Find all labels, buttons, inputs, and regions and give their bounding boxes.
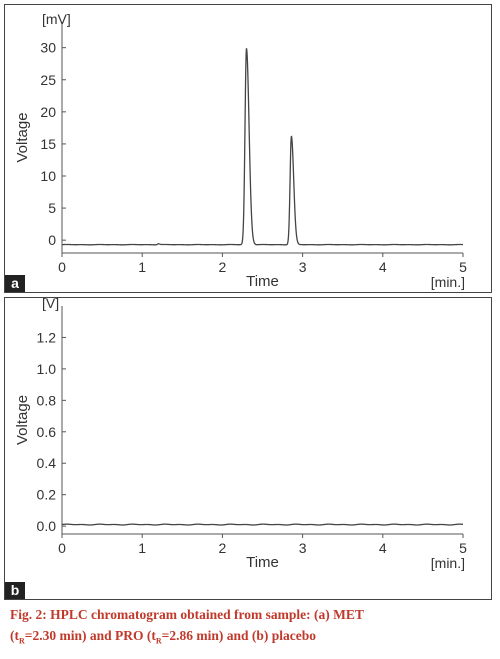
chart-a-x-tick-label: 0 xyxy=(58,259,66,275)
chart-a-y-tick-label: 0 xyxy=(48,232,56,248)
chart-b-y-tick-label: 0.2 xyxy=(37,487,57,503)
caption-text-a: (t xyxy=(10,628,19,643)
panel-label-a: a xyxy=(5,275,25,292)
caption-sub-r1: R xyxy=(19,636,25,646)
chart-b-y-unit-label: [V] xyxy=(42,298,59,311)
chart-a-x-tick-label: 5 xyxy=(459,259,467,275)
chart-b-x-tick-label: 0 xyxy=(58,540,66,556)
chart-b-x-axis-title: Time xyxy=(246,554,279,571)
caption-text-b: =2.30 min) and PRO (t xyxy=(24,628,156,643)
figure-caption: Fig. 2: HPLC chromatogram obtained from … xyxy=(10,604,494,652)
chart-a-svg: 0 5 10 15 20 25 30 0 1 2 3 4 5 [mV] [min.] Time Voltage xyxy=(14,11,467,290)
chart-a-x-tick-label: 1 xyxy=(138,259,146,275)
chart-a-trace-line xyxy=(61,48,464,246)
chromatogram-panel-a: 0 5 10 15 20 25 30 0 1 2 3 4 5 [mV] [min.] Time Voltage … xyxy=(4,4,492,293)
panel-label-b: b xyxy=(5,582,25,599)
chart-a-x-tick-label: 4 xyxy=(379,259,387,275)
chart-a-x-axis-title: Time xyxy=(246,273,279,290)
chart-a-y-unit-label: [mV] xyxy=(42,11,71,27)
chart-b-y-axis-title: Voltage xyxy=(14,395,31,445)
chromatogram-panel-b: 0.0 0.2 0.4 0.6 0.8 1.0 1.2 0 1 2 3 4 5 [V] [min.] Time… xyxy=(4,297,492,600)
chart-b-y-tick-label: 1.2 xyxy=(37,329,57,345)
caption-line-2: (tR=2.30 min) and PRO (tR=2.86 min) and … xyxy=(10,625,494,652)
caption-text-c: =2.86 min) and (b) placebo xyxy=(161,628,316,643)
caption-line-1: Fig. 2: HPLC chromatogram obtained from … xyxy=(10,607,364,622)
chart-b-y-tick-label: 0.0 xyxy=(37,518,57,534)
chart-a-y-axis-title: Voltage xyxy=(14,112,31,162)
chart-a-y-tick-label: 5 xyxy=(48,200,56,216)
chart-b-x-tick-label: 5 xyxy=(459,540,467,556)
chart-b-x-tick-label: 1 xyxy=(138,540,146,556)
chart-a-y-tick-label: 20 xyxy=(40,104,56,120)
chart-b-y-tick-label: 0.4 xyxy=(37,455,57,471)
chart-b-x-unit-label: [min.] xyxy=(431,555,465,571)
chart-a-x-unit-label: [min.] xyxy=(431,274,465,290)
chart-a-y-tick-label: 30 xyxy=(40,40,56,56)
chart-a-x-tick-label: 3 xyxy=(299,259,307,275)
chart-a-y-tick-label: 25 xyxy=(40,72,56,88)
chart-a-x-tick-label: 2 xyxy=(219,259,227,275)
chart-a-y-tick-label: 10 xyxy=(40,168,56,184)
chart-b-y-tick-label: 0.8 xyxy=(37,392,57,408)
chart-b-trace-line xyxy=(61,523,464,526)
chart-b-x-tick-label: 2 xyxy=(219,540,227,556)
chart-b-svg: 0.0 0.2 0.4 0.6 0.8 1.0 1.2 0 1 2 3 4 5 [V] [min.] Time… xyxy=(14,298,467,571)
chart-b-x-tick-label: 3 xyxy=(299,540,307,556)
caption-sub-r2: R xyxy=(155,636,162,646)
chart-b-y-tick-label: 1.0 xyxy=(37,361,57,377)
chart-b-y-tick-label: 0.6 xyxy=(37,424,57,440)
chart-a-y-tick-label: 15 xyxy=(40,136,56,152)
chart-b-x-tick-label: 4 xyxy=(379,540,387,556)
